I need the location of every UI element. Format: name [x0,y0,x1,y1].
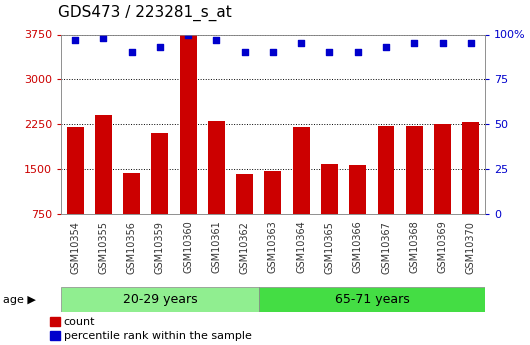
Bar [95,115,112,214]
Point [438,41,447,46]
Text: GSM10361: GSM10361 [211,221,222,273]
Bar [180,34,197,214]
Point [269,50,277,55]
Point [241,50,249,55]
Bar [434,124,451,214]
Point [212,37,220,43]
Point [184,32,192,37]
Bar [349,165,366,214]
Bar [50,317,60,326]
Text: GSM10365: GSM10365 [324,221,334,274]
Point [99,35,108,41]
Text: GSM10370: GSM10370 [466,221,476,274]
Text: GSM10359: GSM10359 [155,221,165,274]
Text: GSM10362: GSM10362 [240,221,250,274]
Text: GSM10367: GSM10367 [381,221,391,274]
Text: GSM10368: GSM10368 [409,221,419,273]
Bar [152,133,169,214]
Point [127,50,136,55]
Text: GSM10355: GSM10355 [99,221,108,274]
Text: GDS473 / 223281_s_at: GDS473 / 223281_s_at [58,4,232,21]
Text: GSM10354: GSM10354 [70,221,80,274]
Text: GSM10360: GSM10360 [183,221,193,273]
Text: 65-71 years: 65-71 years [334,293,409,306]
Point [71,37,80,43]
Text: 20-29 years: 20-29 years [122,293,197,306]
Text: GSM10369: GSM10369 [438,221,447,273]
Text: age ▶: age ▶ [3,295,36,305]
Bar [50,331,60,340]
Text: GSM10356: GSM10356 [127,221,137,274]
Point [354,50,362,55]
Bar [61,287,259,312]
Point [410,41,419,46]
Bar [67,127,84,214]
Point [297,41,305,46]
Text: GSM10363: GSM10363 [268,221,278,273]
Point [156,44,164,50]
Bar [264,171,281,214]
Bar [123,173,140,214]
Text: count: count [64,317,95,327]
Text: percentile rank within the sample: percentile rank within the sample [64,331,251,341]
Bar [293,127,310,214]
Bar [236,174,253,214]
Bar [377,126,394,214]
Point [382,44,390,50]
Bar [321,164,338,214]
Point [325,50,334,55]
Bar [259,287,485,312]
Bar [208,121,225,214]
Text: GSM10366: GSM10366 [353,221,363,273]
Point [466,41,475,46]
Text: GSM10364: GSM10364 [296,221,306,273]
Bar [406,126,423,214]
Bar [462,122,479,214]
